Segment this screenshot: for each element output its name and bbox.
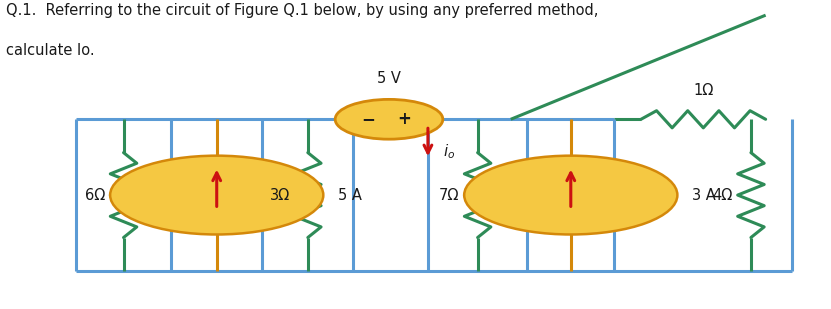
- Text: −: −: [361, 110, 376, 128]
- Text: 5 A: 5 A: [338, 188, 362, 203]
- Text: 5 V: 5 V: [377, 70, 401, 86]
- Text: 3 A: 3 A: [692, 188, 716, 203]
- Text: $i_o$: $i_o$: [443, 142, 455, 161]
- Text: 6Ω: 6Ω: [85, 188, 106, 203]
- Text: Q.1.  Referring to the circuit of Figure Q.1 below, by using any preferred metho: Q.1. Referring to the circuit of Figure …: [6, 3, 598, 18]
- Circle shape: [111, 156, 323, 235]
- Text: 4Ω: 4Ω: [712, 188, 733, 203]
- Text: 3Ω: 3Ω: [269, 188, 290, 203]
- Text: 1Ω: 1Ω: [693, 83, 714, 99]
- Text: calculate Io.: calculate Io.: [6, 43, 94, 58]
- Text: +: +: [397, 110, 411, 128]
- Text: 7Ω: 7Ω: [439, 188, 460, 203]
- Circle shape: [465, 156, 677, 235]
- Circle shape: [335, 99, 443, 139]
